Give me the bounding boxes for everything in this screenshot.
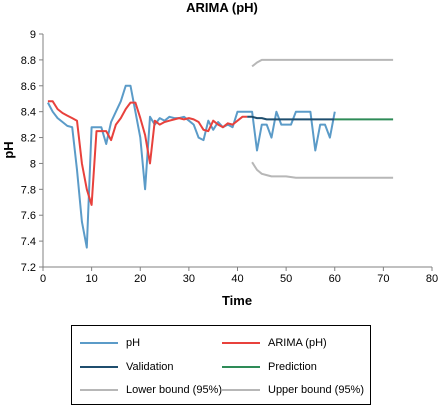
series-line-validation (247, 115, 335, 121)
legend-item-upper-bound: Upper bound (95%) (222, 380, 364, 400)
legend-swatch-arima (222, 342, 260, 344)
legend-item-prediction: Prediction (222, 357, 317, 377)
x-tick-label: 50 (280, 273, 292, 285)
legend-item-validation: Validation (80, 357, 174, 377)
y-tick-label: 8.6 (21, 81, 36, 93)
legend-swatch-ph (80, 342, 118, 344)
chart-title: ARIMA (pH) (186, 0, 258, 15)
series-line-upper-bound-95 (251, 58, 394, 68)
y-tick-label: 7.6 (21, 210, 36, 222)
legend-swatch-lower-bound (80, 389, 118, 391)
x-tick-label: 20 (134, 273, 146, 285)
y-tick-label: 7.4 (21, 236, 36, 248)
legend-item-arima: ARIMA (pH) (222, 333, 327, 353)
x-tick-label: 60 (329, 273, 341, 285)
axes: 7.2 7.4 7.6 7.8 8 8.2 8.4 8.6 8.8 9 0 10 20 30 40 50 60 7… (21, 29, 438, 285)
legend-label: ARIMA (pH) (268, 337, 327, 349)
legend-swatch-prediction (222, 366, 260, 368)
legend-label: Upper bound (95%) (268, 384, 365, 396)
x-tick-label: 80 (426, 273, 438, 285)
legend-item-lower-bound: Lower bound (95%) (80, 380, 222, 400)
legend-label: Lower bound (95%) (126, 384, 223, 396)
y-tick-label: 7.2 (21, 262, 36, 274)
legend-label: Prediction (268, 361, 317, 373)
x-axis-label: Time (222, 293, 252, 308)
series-lines (47, 58, 394, 249)
x-tick-label: 70 (377, 273, 389, 285)
x-tick-label: 40 (231, 273, 243, 285)
x-tick-label: 0 (40, 273, 46, 285)
legend-swatch-validation (80, 366, 118, 368)
y-tick-label: 8.4 (21, 107, 36, 119)
legend-swatch-upper-bound (222, 389, 260, 391)
x-tick-label: 10 (86, 273, 98, 285)
legend-label: Validation (126, 361, 174, 373)
y-tick-label: 9 (30, 29, 36, 41)
series-line-lower-bound-95 (251, 161, 394, 179)
y-tick-label: 8.2 (21, 133, 36, 145)
y-tick-label: 8.8 (21, 55, 36, 67)
series-line-ph (47, 84, 336, 249)
series-line-arima-ph (47, 100, 248, 206)
y-axis-label: pH (1, 141, 16, 158)
x-tick-label: 30 (183, 273, 195, 285)
legend-label: pH (126, 337, 141, 349)
y-tick-label: 7.8 (21, 184, 36, 196)
legend-item-ph: pH (80, 333, 140, 353)
y-tick-label: 8 (30, 158, 36, 170)
legend: pH ARIMA (pH) Validation Prediction Lowe… (71, 325, 371, 405)
